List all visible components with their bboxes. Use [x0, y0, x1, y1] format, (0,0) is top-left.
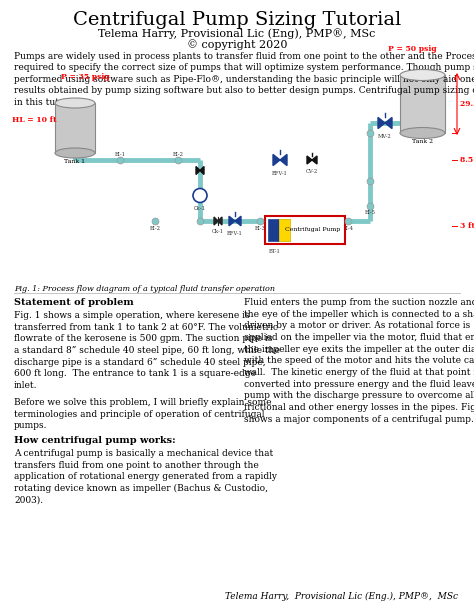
Text: 29.5 ft: 29.5 ft	[460, 100, 474, 108]
Polygon shape	[229, 216, 235, 226]
Text: Tank 2: Tank 2	[412, 139, 433, 144]
Text: MV-2: MV-2	[378, 134, 392, 139]
FancyBboxPatch shape	[400, 75, 445, 133]
Text: P = 35 psig: P = 35 psig	[61, 73, 109, 81]
Polygon shape	[196, 167, 200, 175]
Text: BT-1: BT-1	[269, 249, 281, 254]
Text: Tank 1: Tank 1	[64, 159, 86, 164]
Text: Before we solve this problem, I will briefly explain some
terminologies and prin: Before we solve this problem, I will bri…	[14, 398, 272, 430]
Text: EI-2: EI-2	[149, 226, 161, 230]
Text: Telema Harry, Provisional Lic (Eng), PMP®, MSc: Telema Harry, Provisional Lic (Eng), PMP…	[98, 28, 376, 39]
Polygon shape	[307, 156, 312, 164]
Polygon shape	[312, 156, 317, 164]
Text: Telema Harry,  Provisional Lic (Eng.), PMP®,  MSc: Telema Harry, Provisional Lic (Eng.), PM…	[225, 592, 458, 601]
FancyBboxPatch shape	[265, 216, 345, 244]
Polygon shape	[218, 217, 222, 225]
Text: EI-3: EI-3	[255, 226, 265, 230]
Text: BFV-1: BFV-1	[227, 231, 243, 236]
Polygon shape	[280, 154, 287, 166]
Polygon shape	[200, 167, 204, 175]
Text: 3 ft: 3 ft	[460, 222, 474, 230]
Text: EI-4: EI-4	[343, 226, 354, 230]
Polygon shape	[214, 217, 218, 225]
Polygon shape	[273, 154, 280, 166]
Text: 8.5 ft: 8.5 ft	[460, 156, 474, 164]
Text: Statement of problem: Statement of problem	[14, 298, 134, 307]
Text: BFV-1: BFV-1	[272, 171, 288, 176]
Polygon shape	[378, 118, 385, 129]
Polygon shape	[235, 216, 241, 226]
Text: HL = 10 ft: HL = 10 ft	[12, 116, 56, 124]
Text: Fluid enters the pump from the suction nozzle and into
the eye of the impeller w: Fluid enters the pump from the suction n…	[244, 298, 474, 424]
Ellipse shape	[55, 148, 95, 158]
Text: Centrifugal Pump: Centrifugal Pump	[285, 227, 341, 232]
Ellipse shape	[400, 128, 445, 139]
Text: EI-2: EI-2	[173, 151, 183, 156]
Text: P = 50 psig: P = 50 psig	[388, 45, 437, 53]
Text: Ck-1: Ck-1	[212, 229, 224, 234]
Ellipse shape	[400, 69, 445, 80]
Text: Fig. 1: Process flow diagram of a typical fluid transfer operation: Fig. 1: Process flow diagram of a typica…	[14, 285, 275, 293]
Ellipse shape	[55, 98, 95, 108]
Text: EI-5: EI-5	[365, 210, 375, 216]
Text: Pumps are widely used in process plants to transfer fluid from one point to the : Pumps are widely used in process plants …	[14, 52, 474, 107]
Text: Ck-1: Ck-1	[194, 205, 206, 210]
FancyBboxPatch shape	[55, 103, 95, 153]
Text: Centrifugal Pump Sizing Tutorial: Centrifugal Pump Sizing Tutorial	[73, 11, 401, 29]
Circle shape	[193, 189, 207, 202]
FancyBboxPatch shape	[279, 219, 290, 241]
Text: CV-2: CV-2	[306, 169, 318, 174]
FancyBboxPatch shape	[268, 219, 290, 241]
Text: How centrifugal pump works:: How centrifugal pump works:	[14, 436, 176, 445]
Polygon shape	[385, 118, 392, 129]
Text: © copyright 2020: © copyright 2020	[187, 39, 287, 50]
Text: Fig. 1 shows a simple operation, where keresene is
transferred from tank 1 to ta: Fig. 1 shows a simple operation, where k…	[14, 311, 280, 390]
Text: A centrifugal pump is basically a mechanical device that
transfers fluid from on: A centrifugal pump is basically a mechan…	[14, 449, 277, 505]
Text: EI-1: EI-1	[115, 151, 126, 156]
